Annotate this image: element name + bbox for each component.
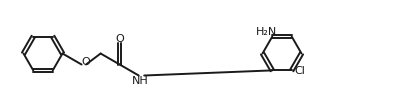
Text: Cl: Cl — [294, 66, 305, 76]
Text: NH: NH — [132, 76, 149, 86]
Text: O: O — [115, 33, 124, 44]
Text: O: O — [81, 57, 90, 67]
Text: H₂N: H₂N — [256, 27, 277, 37]
